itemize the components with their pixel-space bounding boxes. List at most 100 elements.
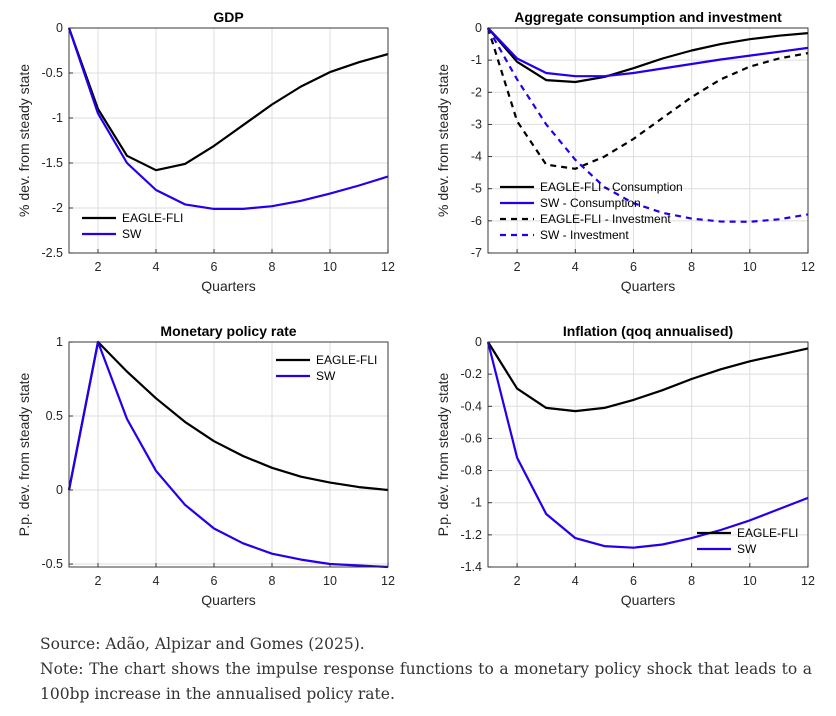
x-tick-label: 12 (381, 260, 395, 274)
y-tick-label: -1.5 (41, 156, 63, 170)
legend-label: EAGLE-FLI (316, 353, 377, 367)
x-tick-label: 6 (630, 574, 637, 588)
x-tick-label: 4 (572, 574, 579, 588)
chart-panel-gdp: 2 4 6 8 10 12 0 -0.5 -1 -1.5 -2 -2.5 GDP Quarters % de… (16, 9, 395, 294)
legend: EAGLE-FLI SW (276, 353, 377, 383)
y-tick-label: -0.5 (41, 66, 63, 80)
legend-label: SW (737, 542, 757, 556)
x-tick-label: 12 (381, 574, 395, 588)
series-line-eagle-fli (67, 27, 389, 172)
series-line-eagle-fli (487, 341, 809, 413)
y-tick-label: -4 (471, 150, 482, 164)
legend-label: SW (316, 369, 336, 383)
y-tick-label: 0 (56, 483, 63, 497)
x-axis-label: Quarters (201, 592, 255, 608)
chart-note: Note: The chart shows the impulse respon… (40, 660, 812, 703)
legend-label: EAGLE-FLI (122, 211, 183, 225)
y-tick-label: -5 (471, 182, 482, 196)
y-tick-label: -2 (471, 85, 482, 99)
series-line-sw (67, 340, 389, 569)
y-axis-label: % dev. from steady state (435, 64, 451, 217)
legend-label: SW - Investment (540, 228, 629, 242)
x-tick-label: 12 (801, 260, 815, 274)
y-tick-label: 0 (475, 335, 482, 349)
y-axis-label: % dev. from steady state (16, 64, 32, 217)
x-tick-label: 8 (688, 574, 695, 588)
source-note: Source: Adão, Alpizar and Gomes (2025). (40, 635, 365, 653)
x-axis-label: Quarters (621, 592, 675, 608)
plot-area (69, 342, 388, 567)
y-tick-label: -0.4 (460, 399, 482, 413)
x-tick-label: 10 (323, 574, 337, 588)
y-axis-label: P.p. dev. from steady state (16, 372, 32, 536)
y-tick-label: 0 (475, 21, 482, 35)
x-tick-label: 10 (743, 574, 757, 588)
plot-frame (487, 27, 809, 254)
chart-panel-aggregate-consumption-and-investment: 2 4 6 8 10 12 0 -1 -2 -3 -4 -5 -6 -7 Aggregate consump… (435, 9, 815, 294)
x-tick-label: 2 (95, 574, 102, 588)
y-tick-label: -2.5 (41, 246, 63, 260)
y-tick-label: -0.2 (460, 367, 482, 381)
legend-label: SW (122, 227, 142, 241)
legend-label: EAGLE-FLI (737, 526, 798, 540)
legend: EAGLE-FLI SW (697, 526, 798, 556)
y-tick-label: -0.5 (41, 557, 63, 571)
x-tick-label: 12 (801, 574, 815, 588)
x-tick-label: 8 (269, 574, 276, 588)
series-line-sw (67, 27, 389, 210)
legend-label: EAGLE-FLI - Investment (540, 212, 671, 226)
x-tick-label: 4 (572, 260, 579, 274)
chart-title: Monetary policy rate (160, 323, 296, 339)
y-tick-label: -1 (471, 496, 482, 510)
plot-area (69, 28, 388, 253)
series-line-sw-investment (487, 27, 809, 223)
legend: EAGLE-FLI - Consumption SW - Consumption E… (500, 180, 683, 242)
chart-title: Inflation (qoq annualised) (563, 323, 733, 339)
series-line-eagle-fli-investment (486, 27, 809, 170)
x-axis-label: Quarters (621, 278, 675, 294)
chart-panel-inflation-qoq-annualised: 2 4 6 8 10 12 0 -0.2 -0.4 -0.6 -0.8 -1 -1.2 -1.4 Infla… (435, 323, 815, 608)
legend-label: SW - Consumption (540, 196, 641, 210)
y-tick-label: -1.2 (460, 528, 482, 542)
y-tick-label: 0.5 (46, 409, 63, 423)
series-line-eagle-fli (67, 340, 389, 492)
series-line-sw (486, 341, 809, 549)
series-line-eagle-fli-consumption (487, 27, 809, 84)
y-tick-label: -1.4 (460, 560, 482, 574)
x-tick-label: 6 (630, 260, 637, 274)
chart-title: GDP (213, 9, 243, 25)
x-tick-label: 8 (688, 260, 695, 274)
x-axis-label: Quarters (201, 278, 255, 294)
y-tick-label: -1 (471, 53, 482, 67)
x-tick-label: 2 (514, 260, 521, 274)
chart-panel-monetary-policy-rate: 2 4 6 8 10 12 1 0.5 0 -0.5 Monetary policy rate Qua… (16, 323, 395, 608)
plot-area (488, 342, 808, 567)
x-tick-label: 6 (211, 574, 218, 588)
legend: EAGLE-FLI SW (82, 211, 183, 241)
y-axis-label: P.p. dev. from steady state (435, 372, 451, 536)
series-line-sw-consumption (487, 27, 809, 78)
x-tick-label: 10 (323, 260, 337, 274)
x-tick-label: 10 (743, 260, 757, 274)
y-tick-label: -7 (471, 246, 482, 260)
plot-frame (68, 27, 389, 254)
x-tick-label: 2 (514, 574, 521, 588)
y-tick-label: -0.8 (460, 464, 482, 478)
y-tick-label: -2 (52, 201, 63, 215)
y-tick-label: -3 (471, 117, 482, 131)
y-tick-label: -0.6 (460, 431, 482, 445)
y-tick-label: -6 (471, 214, 482, 228)
legend-label: EAGLE-FLI - Consumption (540, 180, 683, 194)
y-tick-label: 0 (56, 21, 63, 35)
y-tick-label: -1 (52, 111, 63, 125)
x-tick-label: 8 (269, 260, 276, 274)
x-tick-label: 4 (153, 260, 160, 274)
x-tick-label: 4 (153, 574, 160, 588)
plot-frame (68, 341, 389, 568)
chart-title: Aggregate consumption and investment (514, 9, 782, 25)
y-tick-label: 1 (56, 335, 63, 349)
x-tick-label: 6 (211, 260, 218, 274)
x-tick-label: 2 (95, 260, 102, 274)
plot-frame (487, 341, 809, 568)
